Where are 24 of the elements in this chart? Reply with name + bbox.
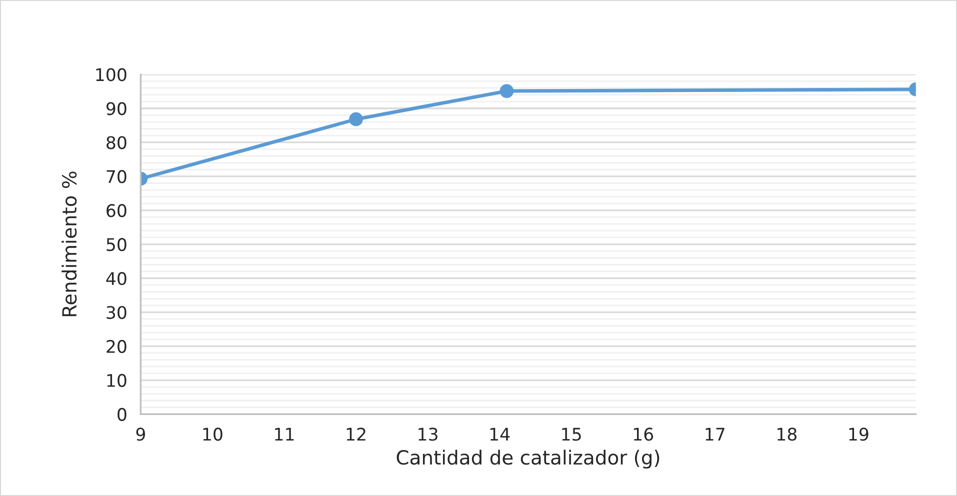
- y-tick-label: 60: [106, 204, 126, 218]
- x-tick-label: 13: [418, 428, 438, 441]
- y-tick-label: 10: [107, 374, 126, 388]
- y-tick-label: 20: [106, 340, 126, 354]
- x-tick-label: 14: [490, 428, 510, 441]
- x-tick-label: 18: [778, 428, 797, 441]
- y-tick-label: 30: [106, 306, 126, 320]
- y-tick-label: 0: [118, 408, 126, 422]
- x-tick-label: 16: [634, 428, 654, 441]
- x-tick-label: 9: [136, 428, 145, 441]
- y-tick-label: 40: [106, 272, 126, 286]
- y-tick-label: 90: [106, 102, 126, 116]
- x-tick-label: 15: [562, 428, 581, 441]
- x-tick-label: 11: [275, 428, 294, 441]
- x-tick-label: 12: [346, 428, 366, 441]
- y-tick-label: 80: [106, 136, 126, 150]
- x-axis-title: Cantidad de catalizador (g): [396, 450, 660, 469]
- x-tick-label: 17: [706, 428, 724, 441]
- y-tick-label: 70: [106, 170, 126, 184]
- x-tick-label: 10: [203, 428, 222, 441]
- x-tick-label: 19: [849, 428, 868, 441]
- y-tick-label: 50: [106, 238, 126, 252]
- y-axis-title: Rendimiento %: [62, 172, 77, 316]
- y-tick-label: 100: [96, 68, 126, 82]
